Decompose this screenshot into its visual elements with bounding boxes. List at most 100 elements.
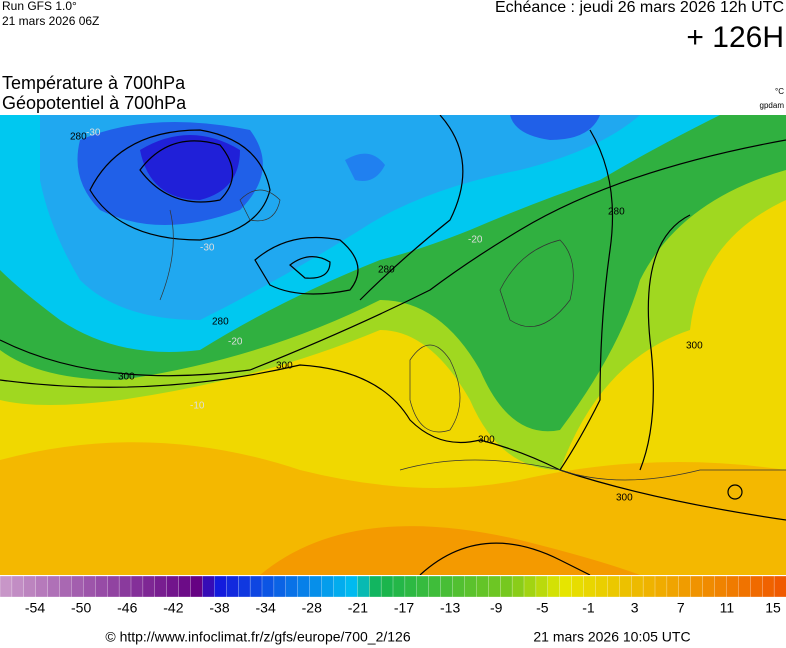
lead-time: + 126H <box>686 21 784 54</box>
colorbar-label: 7 <box>677 600 685 616</box>
contour-label: 300 <box>686 341 703 352</box>
colorbar-label: -46 <box>117 600 137 616</box>
colorbar-swatch <box>47 575 60 598</box>
colorbar-swatch <box>23 575 37 598</box>
colorbar-label: 3 <box>631 600 639 616</box>
colorbar-swatch <box>285 575 299 598</box>
colorbar-label: -1 <box>582 600 595 616</box>
isotherm-label: -30 <box>86 128 101 139</box>
colorbar-swatch <box>488 575 501 598</box>
colorbar-swatch <box>416 575 430 598</box>
colorbar <box>0 575 786 598</box>
map: 280 300 300 300 300 300 280 280 280 -30 … <box>0 115 786 575</box>
contour-labels: 280 300 300 300 300 300 280 280 280 -30 … <box>70 128 703 504</box>
colorbar-swatch <box>619 575 632 598</box>
colorbar-swatch <box>202 575 215 598</box>
colorbar-swatch <box>583 575 596 598</box>
colorbar-swatch <box>369 575 382 598</box>
colorbar-label: -42 <box>163 600 183 616</box>
colorbar-labels: -54 -50 -46 -42 -38 -34 -28 -21 -17 -13 -9 -5 -1 3 7 11… <box>25 600 781 616</box>
colorbar-swatch <box>642 575 656 598</box>
colorbar-swatch <box>309 575 322 598</box>
colorbar-swatch <box>452 575 465 598</box>
source-url: © http://www.infoclimat.fr/z/gfs/europe/… <box>105 629 410 645</box>
title-temperature: Température à 700hPa <box>2 73 186 93</box>
isotherm-label: -20 <box>228 337 243 348</box>
contour-label: 300 <box>118 372 135 383</box>
run-label: Run GFS 1.0° <box>2 0 77 13</box>
colorbar-swatch <box>107 575 120 598</box>
colorbar-swatch <box>535 575 549 598</box>
colorbar-swatch <box>273 575 287 598</box>
contour-label: 300 <box>616 493 633 504</box>
colorbar-swatch <box>607 575 620 598</box>
colorbar-swatch <box>773 575 786 598</box>
colorbar-swatch <box>345 575 358 598</box>
colorbar-label: -28 <box>302 600 322 616</box>
contour-label: 300 <box>276 361 293 372</box>
isotherm-label: -20 <box>468 235 483 246</box>
contour-label: 280 <box>212 317 229 328</box>
colorbar-swatch <box>547 575 561 598</box>
colorbar-swatch <box>214 575 227 598</box>
isotherm-label: -10 <box>190 401 205 412</box>
colorbar-swatch <box>357 575 370 598</box>
colorbar-label: 11 <box>720 600 735 616</box>
colorbar-swatch <box>654 575 668 598</box>
run-date: 21 mars 2026 06Z <box>2 14 99 28</box>
colorbar-label: -38 <box>209 600 229 616</box>
colorbar-swatch <box>678 575 692 598</box>
generated-time: 21 mars 2026 10:05 UTC <box>533 629 690 645</box>
contour-label: 300 <box>478 435 495 446</box>
colorbar-swatch <box>35 575 49 598</box>
colorbar-swatch <box>130 575 144 598</box>
colorbar-swatch <box>249 575 263 598</box>
colorbar-swatch <box>476 575 489 598</box>
colorbar-label: -13 <box>440 600 460 616</box>
colorbar-swatch <box>261 575 275 598</box>
contour-label: 280 <box>378 265 395 276</box>
colorbar-swatch <box>404 575 418 598</box>
colorbar-label: -5 <box>536 600 549 616</box>
colorbar-swatch <box>428 575 442 598</box>
colorbar-swatch <box>666 575 680 598</box>
colorbar-swatch <box>297 575 311 598</box>
colorbar-swatch <box>71 575 84 598</box>
colorbar-swatch <box>714 575 727 598</box>
colorbar-label: -54 <box>25 600 45 616</box>
colorbar-swatch <box>392 575 406 598</box>
colorbar-swatch <box>142 575 156 598</box>
colorbar-swatch <box>559 575 573 598</box>
colorbar-swatch <box>118 575 132 598</box>
colorbar-swatch <box>595 575 608 598</box>
colorbar-swatch <box>333 575 346 598</box>
colorbar-label: -9 <box>490 600 503 616</box>
colorbar-swatch <box>690 575 704 598</box>
colorbar-swatch <box>762 575 775 598</box>
colorbar-swatch <box>511 575 525 598</box>
colorbar-swatch <box>702 575 715 598</box>
colorbar-swatch <box>440 575 453 598</box>
colorbar-swatch <box>738 575 751 598</box>
contour-label: 280 <box>608 207 625 218</box>
colorbar-swatch <box>321 575 334 598</box>
colorbar-label: -50 <box>71 600 91 616</box>
colorbar-swatch <box>750 575 763 598</box>
title-geopotential: Géopotentiel à 700hPa <box>2 93 187 113</box>
unit-geo: gpdam <box>760 101 785 110</box>
isotherm-label: -30 <box>200 243 215 254</box>
colorbar-swatch <box>0 575 13 598</box>
colorbar-swatch <box>571 575 584 598</box>
colorbar-swatch <box>464 575 477 598</box>
colorbar-swatch <box>154 575 168 598</box>
colorbar-swatch <box>631 575 644 598</box>
colorbar-swatch <box>190 575 203 598</box>
colorbar-swatch <box>726 575 739 598</box>
colorbar-swatch <box>178 575 191 598</box>
colorbar-swatch <box>166 575 180 598</box>
echeance: Echéance : jeudi 26 mars 2026 12h UTC <box>495 0 784 16</box>
contour-label: 280 <box>70 132 87 143</box>
colorbar-swatch <box>238 575 251 598</box>
